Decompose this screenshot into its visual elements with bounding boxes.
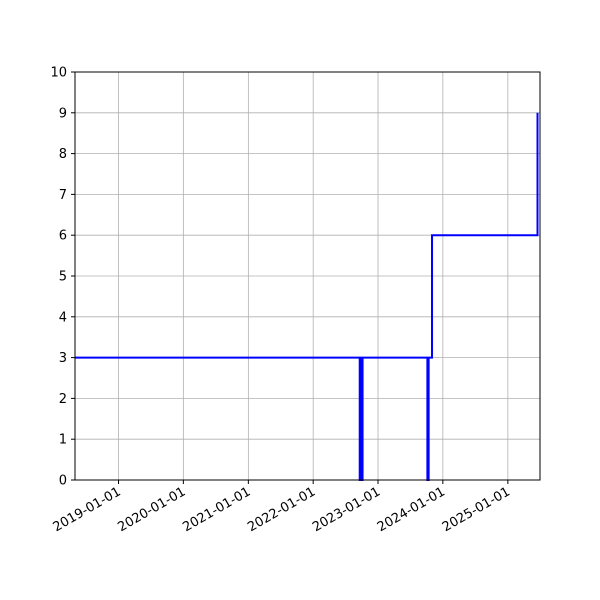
y-tick-label: 9 xyxy=(59,106,67,121)
series-line xyxy=(75,112,539,481)
grid xyxy=(75,71,540,481)
x-tick-label: 2023-01-01 xyxy=(310,484,383,535)
y-tick-label: 10 xyxy=(50,66,67,81)
x-tick-label: 2022-01-01 xyxy=(245,484,318,535)
x-tick-label: 2020-01-01 xyxy=(115,484,188,535)
x-tick-label: 2024-01-01 xyxy=(375,484,448,535)
y-tick-label: 1 xyxy=(59,433,67,448)
y-tick-label: 8 xyxy=(59,147,67,162)
x-tick-label: 2021-01-01 xyxy=(180,484,253,535)
x-tick-label: 2019-01-01 xyxy=(51,484,124,535)
y-tick-label: 3 xyxy=(59,351,67,366)
x-axis-ticks: 2019-01-012020-01-012021-01-012022-01-01… xyxy=(51,480,513,535)
y-tick-label: 2 xyxy=(59,392,67,407)
series-layer xyxy=(75,112,539,481)
y-tick-label: 7 xyxy=(59,188,67,203)
y-axis-ticks: 0 1 2 3 4 5 6 7 8 9 10 xyxy=(50,66,75,489)
y-tick-label: 5 xyxy=(59,270,67,285)
y-tick-label: 4 xyxy=(59,310,67,325)
y-tick-label: 0 xyxy=(59,474,67,489)
x-tick-label: 2025-01-01 xyxy=(440,484,513,535)
y-tick-label: 6 xyxy=(59,229,67,244)
